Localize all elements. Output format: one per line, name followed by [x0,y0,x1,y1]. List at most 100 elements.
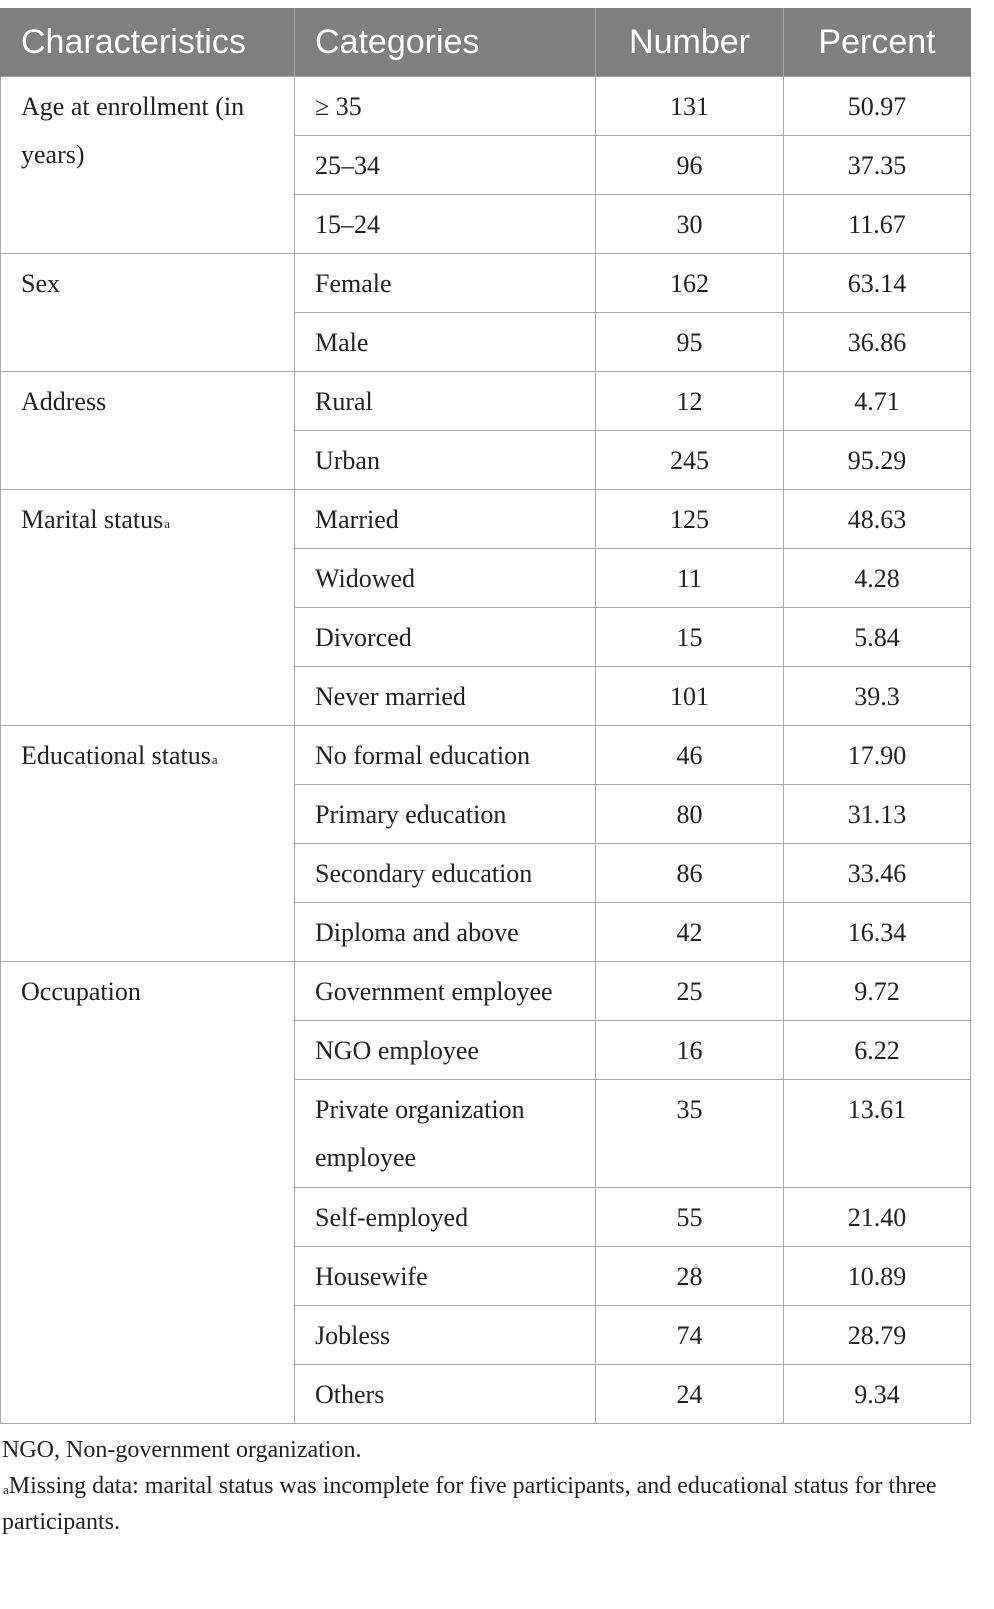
category-cell: Diploma and above [294,902,596,962]
category-cell: Government employee [294,961,596,1021]
percent-cell: 50.97 [783,76,971,136]
category-cell: Male [294,312,596,372]
header-categories: Categories [294,8,596,77]
document: Characteristics Categories Number Percen… [0,8,971,1540]
number-cell: 131 [595,76,784,136]
characteristic-cell: Sex [0,253,295,372]
percent-cell: 21.40 [783,1187,971,1247]
table-row: Primary education 80 31.13 [1,784,971,844]
percent-cell: 5.84 [783,607,971,667]
number-cell: 35 [595,1079,784,1188]
percent-cell: 17.90 [783,725,971,785]
percent-cell: 37.35 [783,135,971,195]
percent-cell: 4.71 [783,371,971,431]
percent-cell: 9.72 [783,961,971,1021]
category-cell: Secondary education [294,843,596,903]
percent-cell: 4.28 [783,548,971,608]
characteristic-label: Educational status [21,741,211,770]
category-cell: Female [294,253,596,313]
percent-cell: 28.79 [783,1305,971,1365]
category-cell: Widowed [294,548,596,608]
percent-cell: 63.14 [783,253,971,313]
number-cell: 80 [595,784,784,844]
percent-cell: 95.29 [783,430,971,490]
category-cell: Others [294,1364,596,1424]
table-row: Address Rural 12 4.71 [0,371,971,490]
table-row: Age at enrollment (in years) ≥ 35 131 50.97 [0,76,971,254]
number-cell: 16 [595,1020,784,1080]
table-row: NGO employee 16 6.22 [1,1020,971,1080]
number-cell: 245 [595,430,784,490]
percent-cell: 9.34 [783,1364,971,1424]
category-cell: No formal education [294,725,596,785]
table-body: Age at enrollment (in years) ≥ 35 131 50.97… [0,76,971,1424]
table-row: Secondary education 86 33.46 [1,843,971,903]
category-cell: Rural [294,371,596,431]
table-row: Jobless 74 28.79 [1,1305,971,1365]
table-row: Widowed 11 4.28 [1,548,971,608]
number-cell: 162 [595,253,784,313]
number-cell: 46 [595,725,784,785]
characteristic-label: Marital status [21,505,164,534]
number-cell: 25 [595,961,784,1021]
table-row: Educational statusa No formal education 46… [0,725,971,962]
footnote-mark: a [164,516,171,531]
number-cell: 125 [595,489,784,549]
footnote-mark: a [3,1482,9,1497]
percent-cell: 33.46 [783,843,971,903]
footnote: aMissing data: marital status was incomp… [2,1468,970,1540]
table-row: Sex Female 162 63.14 [0,253,971,372]
number-cell: 95 [595,312,784,372]
number-cell: 96 [595,135,784,195]
category-cell: 15–24 [294,194,596,254]
table-row: Never married 101 39.3 [1,666,971,726]
number-cell: 55 [595,1187,784,1247]
characteristic-label: Age at enrollment (in years) [21,92,245,169]
percent-cell: 36.86 [783,312,971,372]
table-header-row: Characteristics Categories Number Percen… [0,8,971,77]
category-cell: Married [294,489,596,549]
number-cell: 15 [595,607,784,667]
number-cell: 12 [595,371,784,431]
table-row: 25–34 96 37.35 [1,135,971,195]
percent-cell: 13.61 [783,1079,971,1188]
characteristic-cell: Educational statusa [0,725,295,962]
number-cell: 28 [595,1246,784,1306]
characteristic-label: Address [21,387,107,416]
footnote-text: Missing data: marital status was incompl… [2,1473,937,1535]
category-cell: Self-employed [294,1187,596,1247]
header-characteristics: Characteristics [0,8,295,77]
table-row: Divorced 15 5.84 [1,607,971,667]
number-cell: 30 [595,194,784,254]
footnote-mark: a [211,752,218,767]
percent-cell: 31.13 [783,784,971,844]
category-cell: 25–34 [294,135,596,195]
table-row: Self-employed 55 21.40 [1,1187,971,1247]
characteristic-cell: Age at enrollment (in years) [0,76,295,254]
percent-cell: 11.67 [783,194,971,254]
abbreviation-note: NGO, Non-government organization. [2,1437,362,1463]
category-cell: NGO employee [294,1020,596,1080]
table-row: Urban 245 95.29 [1,430,971,490]
characteristic-cell: Occupation [0,961,295,1424]
percent-cell: 16.34 [783,902,971,962]
percent-cell: 39.3 [783,666,971,726]
category-cell: Private organization employee [294,1079,596,1188]
number-cell: 86 [595,843,784,903]
number-cell: 42 [595,902,784,962]
category-cell: Urban [294,430,596,490]
category-cell: Primary education [294,784,596,844]
table-row: Others 24 9.34 [1,1364,971,1424]
number-cell: 74 [595,1305,784,1365]
category-cell: Jobless [294,1305,596,1365]
table-row: Marital statusa Married 125 48.63 [0,489,971,726]
category-cell: Divorced [294,607,596,667]
characteristic-cell: Address [0,371,295,490]
number-cell: 101 [595,666,784,726]
characteristic-cell: Marital statusa [0,489,295,726]
number-cell: 24 [595,1364,784,1424]
percent-cell: 10.89 [783,1246,971,1306]
header-number: Number [595,8,784,77]
characteristic-label: Sex [21,269,60,298]
header-percent: Percent [783,8,971,77]
